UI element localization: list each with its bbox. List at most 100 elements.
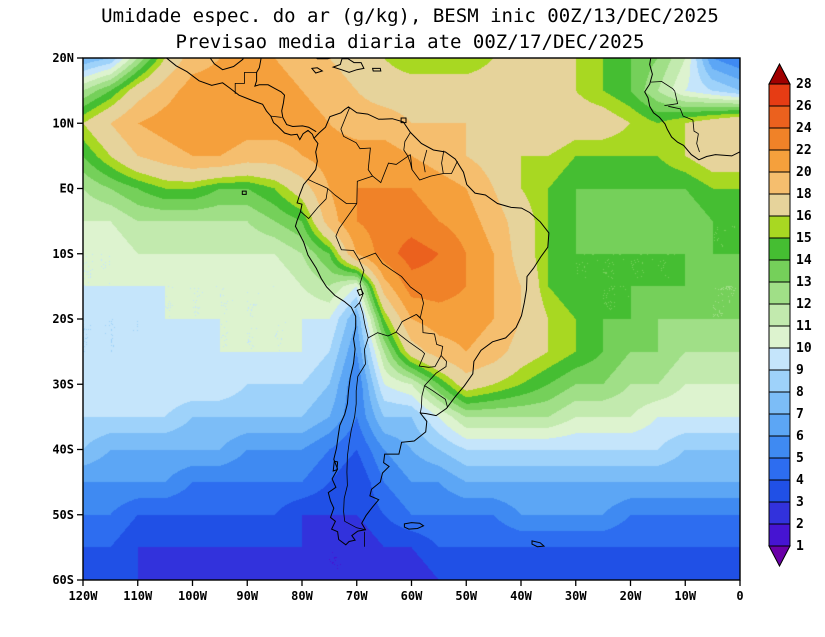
y-tick-label: EQ	[60, 182, 74, 196]
coastline	[644, 58, 740, 161]
x-tick-label: 60W	[401, 589, 423, 603]
map-frame	[82, 57, 741, 581]
coastline	[165, 58, 315, 141]
country-border	[441, 150, 445, 174]
colorbar-segment	[768, 237, 791, 261]
x-tick-label: 20W	[620, 589, 642, 603]
country-border	[234, 72, 257, 94]
y-tick-label: 50S	[52, 508, 74, 522]
colorbar-segment	[768, 369, 791, 393]
colorbar-segment	[768, 501, 791, 525]
colorbar-label: 26	[796, 99, 812, 114]
x-tick-label: 30W	[565, 589, 587, 603]
colorbar-segment	[768, 479, 791, 503]
country-border	[424, 385, 448, 408]
country-border	[307, 179, 328, 189]
colorbar-segment	[768, 215, 791, 239]
colorbar-label: 9	[796, 363, 804, 378]
country-border	[340, 107, 373, 177]
coastline	[356, 288, 364, 297]
colorbar-segment	[768, 457, 791, 481]
colorbar-label: 6	[796, 429, 804, 444]
coastline	[241, 190, 247, 195]
country-border	[300, 188, 329, 220]
country-border	[358, 252, 424, 319]
country-border	[419, 355, 447, 414]
colorbar-label: 7	[796, 407, 804, 422]
colorbar-top-arrow	[768, 62, 791, 85]
colorbar: 28 26 24 22 20 18 16 15 14 13 12 11 10 9 8 7 6 5 4 3 2 1	[768, 62, 812, 568]
chart-title-line2: Previsao media diaria ate 00Z/17/DEC/202…	[175, 31, 645, 53]
x-tick-label: 80W	[291, 589, 313, 603]
country-border	[416, 314, 444, 356]
y-tick-label: 40S	[52, 443, 74, 457]
colorbar-segment	[768, 127, 791, 151]
country-border	[270, 115, 282, 118]
coastline	[294, 106, 550, 546]
coastline	[371, 67, 382, 72]
axes: 120W 110W 100W 90W 80W 70W 60W 50W 40W 30W 20W 10W 0…	[52, 51, 743, 603]
coastline	[310, 67, 324, 74]
country-border	[356, 175, 373, 204]
colorbar-label: 24	[796, 121, 812, 136]
colorbar-segment	[768, 391, 791, 415]
country-border	[423, 149, 428, 173]
country-border	[372, 154, 411, 184]
coastline	[400, 117, 407, 124]
coastline	[254, 58, 317, 133]
country-border	[335, 203, 360, 260]
coastline	[209, 58, 244, 71]
colorbar-segment	[768, 325, 791, 349]
colorbar-label: 8	[796, 385, 804, 400]
x-tick-label: 0	[736, 589, 743, 603]
country-border	[368, 331, 397, 339]
colorbar-label: 16	[796, 209, 812, 224]
colorbar-label: 18	[796, 187, 812, 202]
colorbar-label: 22	[796, 143, 812, 158]
x-tick-label: 70W	[346, 589, 368, 603]
x-tick-label: 40W	[510, 589, 532, 603]
colorbar-segment	[768, 435, 791, 459]
colorbar-segment	[768, 413, 791, 437]
y-tick-label: 10N	[52, 116, 74, 130]
colorbar-segment	[768, 193, 791, 217]
coastline	[332, 460, 339, 472]
colorbar-segment	[768, 347, 791, 371]
country-border	[354, 302, 360, 309]
colorbar-segment	[768, 259, 791, 283]
chart-title: Umidade espec. do ar (g/kg), BESM inic 0…	[60, 3, 760, 55]
colorbar-label: 13	[796, 275, 812, 290]
country-border	[668, 105, 699, 135]
y-tick-label: 10S	[52, 247, 74, 261]
x-tick-label: 110W	[123, 589, 153, 603]
humidity-shading-canvas	[83, 58, 740, 580]
colorbar-segment	[768, 105, 791, 129]
colorbar-label: 28	[796, 77, 812, 92]
country-border	[343, 337, 369, 531]
country-border	[395, 314, 417, 333]
colorbar-segment	[768, 281, 791, 305]
chart-title-line1: Umidade espec. do ar (g/kg), BESM inic 0…	[101, 5, 719, 27]
colorbar-label: 3	[796, 495, 804, 510]
coastline	[403, 522, 425, 530]
colorbar-label: 14	[796, 253, 812, 268]
colorbar-label: 1	[796, 539, 804, 554]
colorbar-label: 15	[796, 231, 812, 246]
colorbar-label: 10	[796, 341, 812, 356]
colorbar-label: 2	[796, 517, 804, 532]
x-tick-label: 50W	[455, 589, 477, 603]
country-border	[395, 331, 442, 368]
x-tick-label: 10W	[674, 589, 696, 603]
country-border	[359, 302, 369, 338]
country-border	[664, 91, 679, 106]
y-tick-label: 20S	[52, 312, 74, 326]
colorbar-label: 4	[796, 473, 804, 488]
colorbar-label: 12	[796, 297, 812, 312]
y-tick-label: 30S	[52, 377, 74, 391]
colorbar-label: 20	[796, 165, 812, 180]
x-tick-label: 90W	[236, 589, 258, 603]
country-border	[410, 154, 458, 181]
colorbar-segment	[768, 523, 791, 547]
colorbar-label: 11	[796, 319, 812, 334]
